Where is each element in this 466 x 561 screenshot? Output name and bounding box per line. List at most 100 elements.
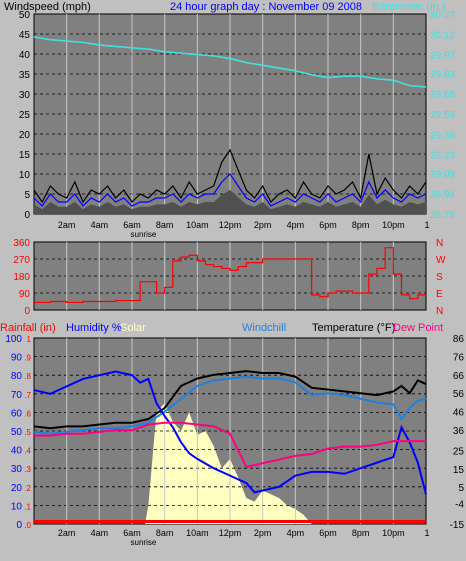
windchill-line [33, 375, 427, 435]
temperature-tick: -15 [450, 520, 465, 531]
windspeed-axis-title: Windspeed (mph) [4, 1, 91, 13]
graph-day-title: 24 hour graph day : November 09 2008 [170, 1, 362, 13]
rainfall-tick: .8 [24, 372, 31, 381]
temperature-panel-grid [34, 338, 426, 524]
windspeed-tick: 5 [24, 190, 30, 201]
rainfall-tick: .0 [24, 521, 31, 530]
solar-area [145, 403, 312, 524]
barometer-tick: 29.38 [430, 130, 455, 141]
x-tick-label: 8am [156, 220, 174, 230]
x-tick-label: 4am [91, 528, 109, 538]
x-tick-label: 1 [424, 528, 429, 538]
x-tick-label: 2am [58, 528, 76, 538]
windspeed-tick: 10 [19, 170, 31, 181]
direction-tick: 270 [13, 255, 30, 266]
rainfall-tick: .4 [24, 447, 31, 456]
compass-tick: W [436, 255, 446, 266]
temperature-tick: 5 [458, 483, 464, 494]
humidity-tick: 20 [11, 483, 23, 494]
rainfall-y-ticks: .0 .1 .2 .3 .4 .5 .6 .7 .8 .9 1 [24, 335, 31, 530]
x-tick-label: 12pm [219, 220, 242, 230]
x-tick-label: 10am [186, 528, 209, 538]
windspeed-tick: 20 [19, 130, 31, 141]
barometer-tick: 29.23 [430, 151, 455, 162]
direction-tick: 360 [13, 238, 30, 249]
humidity-tick: 10 [11, 501, 23, 512]
x-tick-label: 2pm [254, 220, 272, 230]
windspeed-tick: 30 [19, 90, 31, 101]
x-tick-label: 10pm [382, 220, 405, 230]
x-tick-label: 10am [186, 220, 209, 230]
temperature-tick: 56 [453, 389, 465, 400]
sunrise-label: sunrise [131, 538, 157, 547]
sunrise-label: sunrise [131, 230, 157, 239]
x-tick-label: 8am [156, 528, 174, 538]
windspeed-tick: 50 [19, 10, 31, 21]
x-tick-label: 4pm [287, 220, 305, 230]
barometer-tick: 30.27 [430, 10, 455, 21]
wind-average-area [34, 190, 426, 214]
compass-tick: E [436, 289, 443, 300]
barometer-line [33, 36, 427, 88]
windspeed-tick: 0 [24, 210, 30, 221]
windspeed-tick: 15 [19, 150, 31, 161]
x-tick-label: 8pm [352, 528, 370, 538]
x-tick-label: 2pm [254, 528, 272, 538]
x-tick-label: 2am [58, 220, 76, 230]
x-tick-label: 6pm [319, 220, 337, 230]
compass-tick: S [436, 272, 443, 283]
humidity-y-ticks: 0 10 20 30 40 50 60 70 80 90 100 [5, 334, 22, 531]
humidity-tick: 80 [11, 371, 23, 382]
rainfall-tick: .5 [24, 428, 31, 437]
temperature-panel-x-ticks: 2am 4am 6am 8am 10am 12pm 2pm 4pm 6pm 8pm 10pm 1 sun… [58, 528, 430, 547]
x-tick-label: 1 [424, 220, 429, 230]
temperature-tick: 76 [453, 352, 465, 363]
rainfall-tick: .6 [24, 409, 31, 418]
legend-solar: Solar [120, 322, 146, 334]
wind-panel-x-ticks: 2am 4am 6am 8am 10am 12pm 2pm 4pm 6pm 8pm 10pm 1 sun… [58, 220, 430, 239]
temperature-tick: 66 [453, 371, 465, 382]
barometer-tick: 30.12 [430, 30, 455, 41]
barometer-tick: 29.09 [430, 169, 455, 180]
barometer-tick: 29.83 [430, 69, 455, 80]
windspeed-y-ticks: 0 5 10 15 20 25 30 35 40 45 50 [19, 10, 31, 221]
windspeed-line [33, 148, 427, 204]
barometer-y-ticks: 28.79 28.94 29.09 29.23 29.38 29.53 29.68 29.83… [430, 10, 455, 221]
barometer-tick: 29.97 [430, 51, 455, 62]
barometer-axis-title: Barometer (in.) [372, 1, 445, 13]
direction-y-ticks: 0 90 180 270 360 [13, 238, 30, 317]
x-tick-label: 10pm [382, 528, 405, 538]
legend-humidity: Humidity % [66, 322, 122, 334]
rainfall-bar [34, 520, 426, 523]
legend-rainfall: Rainfall (in) [0, 322, 56, 334]
rainfall-tick: .3 [24, 465, 31, 474]
humidity-tick: 90 [11, 353, 23, 364]
temperature-y-ticks: -15 -4 5 15 25 36 46 56 66 76 86 [450, 334, 465, 531]
x-tick-label: 6am [123, 220, 141, 230]
barometer-tick: 29.53 [430, 110, 455, 121]
direction-tick: 180 [13, 272, 30, 283]
x-tick-label: 4am [91, 220, 109, 230]
temperature-tick: 46 [453, 408, 465, 419]
humidity-tick: 70 [11, 390, 23, 401]
dewpoint-line [34, 421, 426, 469]
temperature-tick: 86 [453, 334, 465, 345]
x-tick-label: 6pm [319, 528, 337, 538]
direction-tick: 0 [24, 306, 30, 317]
compass-tick: N [436, 306, 443, 317]
windspeed-tick: 40 [19, 50, 31, 61]
humidity-tick: 0 [16, 520, 22, 531]
direction-series [34, 247, 426, 304]
humidity-tick: 100 [5, 334, 22, 345]
compass-tick: N [436, 238, 443, 249]
barometer-tick: 28.79 [430, 210, 455, 221]
windspeed-tick: 25 [19, 110, 31, 121]
rainfall-tick: 1 [27, 335, 32, 344]
temperature-tick: 15 [453, 465, 465, 476]
temperature-panel-series [33, 370, 427, 523]
rainfall-tick: .9 [24, 354, 31, 363]
humidity-tick: 30 [11, 464, 23, 475]
